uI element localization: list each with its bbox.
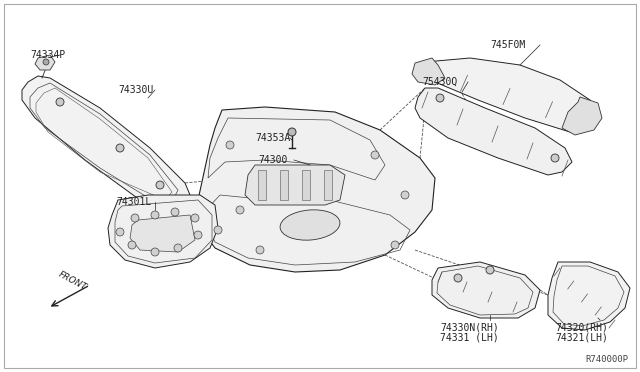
Polygon shape (415, 58, 598, 132)
Circle shape (256, 246, 264, 254)
Circle shape (156, 181, 164, 189)
Circle shape (128, 241, 136, 249)
Text: 74320(RH): 74320(RH) (555, 322, 608, 332)
Circle shape (288, 128, 296, 136)
Polygon shape (245, 165, 345, 205)
Circle shape (174, 244, 182, 252)
Text: 74334P: 74334P (30, 50, 65, 60)
Ellipse shape (280, 210, 340, 240)
Text: 74330N(RH): 74330N(RH) (440, 322, 499, 332)
Circle shape (551, 154, 559, 162)
Circle shape (194, 231, 202, 239)
Circle shape (371, 151, 379, 159)
Polygon shape (562, 97, 602, 135)
Polygon shape (302, 170, 310, 200)
Polygon shape (130, 215, 195, 252)
Text: 74331 (LH): 74331 (LH) (440, 333, 499, 343)
Circle shape (56, 98, 64, 106)
Circle shape (171, 208, 179, 216)
Text: FRONT: FRONT (56, 270, 88, 292)
Text: R740000P: R740000P (585, 355, 628, 364)
Polygon shape (415, 88, 572, 175)
Circle shape (454, 274, 462, 282)
Polygon shape (412, 58, 445, 85)
Circle shape (436, 94, 444, 102)
Circle shape (236, 206, 244, 214)
Circle shape (391, 241, 399, 249)
Polygon shape (35, 55, 55, 70)
Text: 745F0M: 745F0M (490, 40, 525, 50)
Polygon shape (280, 170, 288, 200)
Polygon shape (258, 170, 266, 200)
Polygon shape (324, 170, 332, 200)
Text: 74353A: 74353A (255, 133, 291, 143)
Text: 74300: 74300 (258, 155, 287, 165)
Circle shape (116, 228, 124, 236)
Text: 74330U: 74330U (118, 85, 153, 95)
Circle shape (151, 248, 159, 256)
Circle shape (214, 226, 222, 234)
Text: 75430Q: 75430Q (422, 77, 457, 87)
Circle shape (43, 59, 49, 65)
Circle shape (486, 266, 494, 274)
Polygon shape (22, 76, 190, 210)
Polygon shape (432, 262, 540, 318)
Circle shape (401, 191, 409, 199)
Text: 74301L: 74301L (116, 197, 151, 207)
Text: 74321(LH): 74321(LH) (555, 333, 608, 343)
Circle shape (226, 141, 234, 149)
Circle shape (151, 211, 159, 219)
Polygon shape (108, 195, 218, 268)
Circle shape (131, 214, 139, 222)
Polygon shape (198, 107, 435, 272)
Circle shape (116, 144, 124, 152)
Polygon shape (548, 262, 630, 330)
Circle shape (191, 214, 199, 222)
